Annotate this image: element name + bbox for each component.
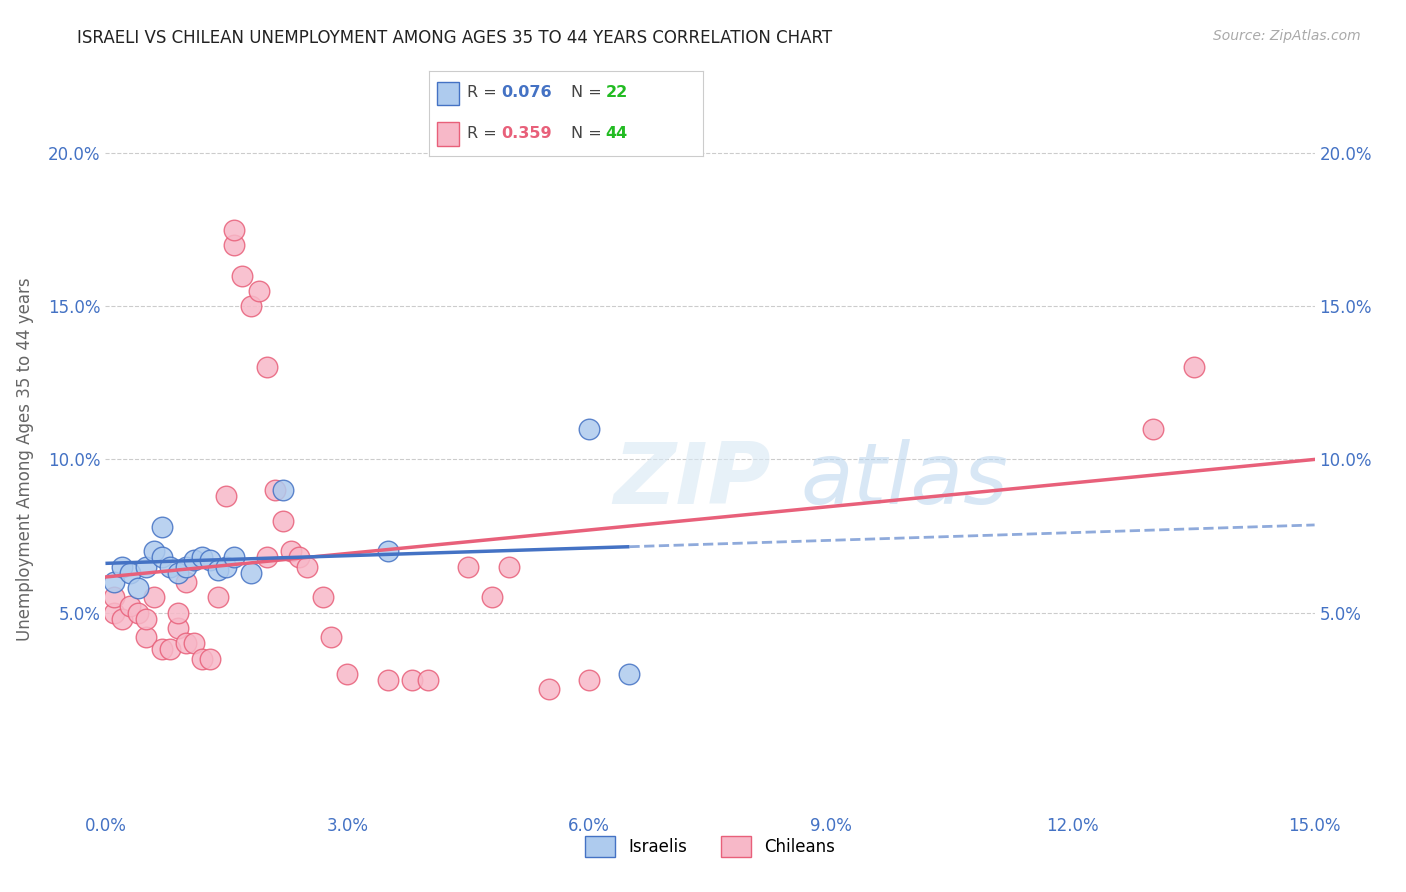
Point [127, 581, 149, 595]
Point [263, 483, 285, 497]
Point [183, 553, 205, 567]
Point [280, 544, 302, 558]
Point [103, 606, 125, 620]
Point [174, 636, 197, 650]
Point [159, 559, 181, 574]
Point [215, 559, 238, 574]
Point [174, 574, 197, 589]
Point [215, 489, 238, 503]
Point [110, 559, 132, 574]
Point [336, 666, 359, 681]
Text: 0.076: 0.076 [502, 86, 553, 101]
Point [142, 544, 165, 558]
Text: R =: R = [467, 126, 502, 141]
Point [103, 591, 125, 605]
Point [377, 673, 399, 687]
Text: Source: ZipAtlas.com: Source: ZipAtlas.com [1213, 29, 1361, 44]
Text: ZIP: ZIP [613, 439, 770, 522]
Point [537, 682, 560, 697]
Text: 0.359: 0.359 [502, 126, 553, 141]
Point [191, 651, 214, 665]
Point [231, 268, 253, 283]
Point [239, 299, 262, 313]
Point [135, 612, 157, 626]
Point [321, 630, 343, 644]
Point [118, 599, 141, 614]
Point [1182, 360, 1205, 375]
Point [191, 550, 214, 565]
Point [271, 483, 294, 497]
Point [118, 566, 141, 580]
Point [239, 566, 262, 580]
Point [312, 591, 335, 605]
Point [498, 559, 520, 574]
Point [247, 284, 270, 298]
Point [224, 550, 246, 565]
Point [619, 666, 641, 681]
Point [103, 574, 125, 589]
Point [256, 360, 278, 375]
Point [150, 642, 173, 657]
Point [150, 520, 173, 534]
FancyBboxPatch shape [437, 81, 458, 105]
Legend: Israelis, Chileans: Israelis, Chileans [578, 830, 842, 863]
Point [377, 544, 399, 558]
Text: 22: 22 [606, 86, 628, 101]
Point [142, 591, 165, 605]
Point [167, 566, 190, 580]
Point [135, 630, 157, 644]
Point [224, 222, 246, 236]
Text: N =: N = [571, 86, 607, 101]
Point [271, 514, 294, 528]
Point [401, 673, 423, 687]
Text: R =: R = [467, 86, 502, 101]
Point [159, 642, 181, 657]
Point [167, 606, 190, 620]
Point [578, 422, 600, 436]
Point [224, 238, 246, 252]
Point [416, 673, 439, 687]
Point [167, 621, 190, 635]
Point [183, 636, 205, 650]
Point [127, 606, 149, 620]
Point [174, 559, 197, 574]
Point [150, 550, 173, 565]
Text: 44: 44 [606, 126, 628, 141]
Point [200, 651, 222, 665]
Point [135, 559, 157, 574]
Text: N =: N = [571, 126, 607, 141]
Point [288, 550, 311, 565]
Point [207, 591, 229, 605]
Text: ISRAELI VS CHILEAN UNEMPLOYMENT AMONG AGES 35 TO 44 YEARS CORRELATION CHART: ISRAELI VS CHILEAN UNEMPLOYMENT AMONG AG… [77, 29, 832, 47]
Point [295, 559, 318, 574]
Point [200, 553, 222, 567]
Point [578, 673, 600, 687]
Point [481, 591, 503, 605]
Point [110, 612, 132, 626]
Point [207, 563, 229, 577]
Point [256, 550, 278, 565]
FancyBboxPatch shape [437, 122, 458, 146]
Text: atlas: atlas [801, 439, 1008, 522]
Point [457, 559, 479, 574]
Point [1142, 422, 1164, 436]
Y-axis label: Unemployment Among Ages 35 to 44 years: Unemployment Among Ages 35 to 44 years [17, 277, 34, 641]
